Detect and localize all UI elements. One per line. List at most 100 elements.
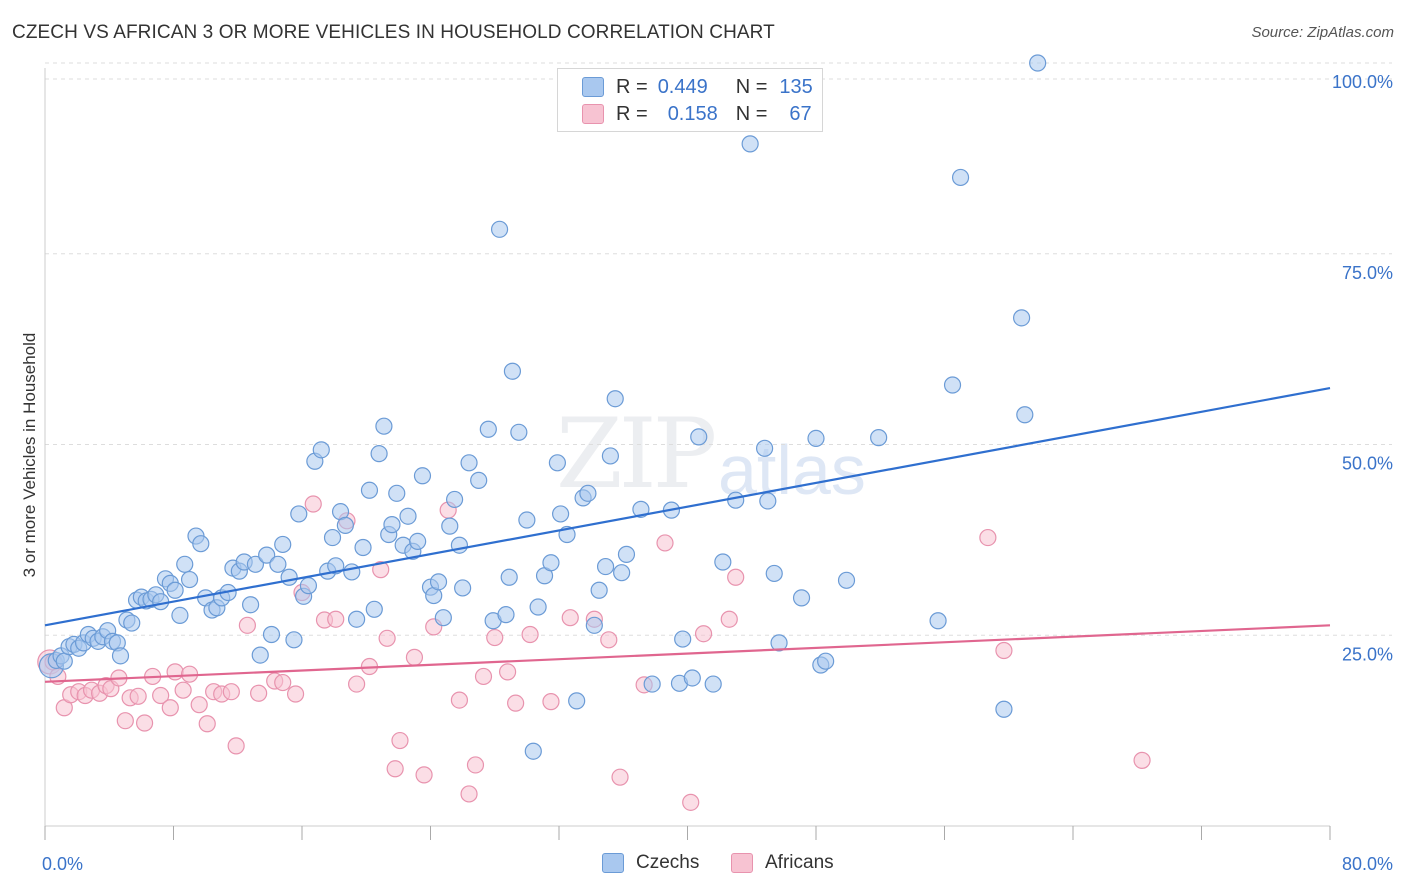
africans-point <box>391 731 409 750</box>
czechs-point <box>765 564 783 583</box>
czechs-point <box>152 593 170 611</box>
czechs-point <box>348 610 366 628</box>
africans-point <box>694 625 713 643</box>
czechs-point <box>590 581 608 599</box>
africans-point <box>198 715 216 733</box>
czechs-point <box>388 484 406 502</box>
czechs-point <box>837 571 856 589</box>
axes <box>44 68 1331 840</box>
czechs-point <box>365 600 383 618</box>
czechs-point <box>479 420 497 438</box>
africans-point <box>166 663 184 681</box>
africans-point <box>286 685 305 703</box>
africans-point <box>656 534 674 552</box>
czechs-point <box>251 646 269 664</box>
czechs-point <box>262 625 281 644</box>
africans-point <box>995 641 1013 660</box>
czechs-point <box>870 429 888 447</box>
czechs-point <box>171 606 189 625</box>
africans-point <box>304 495 322 513</box>
africans-point <box>542 693 560 711</box>
africans-n-label: N = <box>735 102 768 125</box>
africans-point <box>227 737 245 755</box>
grid-lines <box>45 62 1392 636</box>
czechs-point <box>792 589 811 607</box>
czechs-point <box>741 135 759 153</box>
africans-trendline <box>44 624 1331 683</box>
czechs-point <box>759 492 777 510</box>
czechs-point <box>111 647 130 665</box>
africans-point <box>720 610 738 628</box>
legend-item-czechs: Czechs <box>602 852 699 874</box>
czechs-point <box>285 631 303 649</box>
czechs-point <box>454 579 472 597</box>
czechs-point <box>704 675 722 693</box>
czechs-point <box>274 535 292 554</box>
x-tick-label: 0.0% <box>42 854 83 874</box>
czechs-point <box>552 505 570 523</box>
czechs-point <box>299 577 318 595</box>
czechs-point <box>176 555 194 573</box>
czechs-legend-label: Czechs <box>636 852 700 873</box>
africans-point <box>466 756 485 774</box>
czechs-point <box>246 555 265 573</box>
czechs-point <box>548 454 566 472</box>
legend-row-czechs: R = 0.449 N = 135 <box>582 75 813 99</box>
czechs-point <box>470 471 488 489</box>
czechs-point <box>1016 406 1034 424</box>
czechs-point <box>343 563 361 581</box>
czechs-point <box>770 634 788 652</box>
czechs-point <box>258 546 276 564</box>
czechs-point <box>490 220 509 238</box>
series-legend: Czechs Africans <box>0 852 1406 876</box>
czechs-r-value: 0.449 <box>657 75 708 98</box>
africans-r-value: 0.158 <box>667 102 718 125</box>
x-tick-labels: 0.0% 80.0% <box>42 854 1393 874</box>
africans-swatch <box>582 104 604 124</box>
czechs-point <box>632 500 650 518</box>
czechs-point <box>951 168 970 187</box>
czechs-point <box>360 481 379 499</box>
czechs-point <box>323 528 342 547</box>
czechs-point <box>674 630 692 648</box>
czechs-point <box>429 573 448 591</box>
czechs-point <box>683 669 701 687</box>
africans-point <box>611 768 629 786</box>
africans-legend-label: Africans <box>765 852 834 873</box>
legend-row-africans: R = 0.158 N = 67 <box>582 102 812 126</box>
africans-point <box>682 793 700 811</box>
africans-r-label: R = <box>616 102 648 125</box>
czechs-point <box>542 554 560 572</box>
africans-point <box>561 609 579 627</box>
africans-point <box>129 687 147 705</box>
czechs-point <box>399 507 417 525</box>
czechs-point <box>518 511 536 529</box>
africans-point <box>460 785 478 803</box>
africans-point <box>386 760 404 778</box>
czechs-point <box>280 568 298 586</box>
czechs-point <box>613 564 631 582</box>
czechs-point <box>817 652 835 670</box>
source-label: Source: ZipAtlas.com <box>1251 24 1394 41</box>
y-tick-label: 75.0% <box>1342 263 1393 283</box>
czechs-point <box>409 532 427 551</box>
czechs-n-label: N = <box>735 75 768 98</box>
czechs-point <box>690 428 708 446</box>
legend-item-africans: Africans <box>731 852 834 874</box>
africans-point <box>222 683 240 701</box>
africans-point <box>486 628 504 647</box>
czechs-point <box>497 606 515 624</box>
czechs-point <box>370 445 388 463</box>
czechs-point <box>445 490 464 509</box>
series-africans <box>37 495 1151 811</box>
czechs-point <box>312 441 330 459</box>
czechs-n-value: 135 <box>779 75 813 98</box>
x-tick-label: 80.0% <box>1342 854 1393 874</box>
czechs-point <box>1012 309 1031 327</box>
czechs-point <box>606 390 624 408</box>
czechs-point <box>1029 54 1047 72</box>
czechs-point <box>727 491 745 509</box>
czechs-point <box>601 447 620 465</box>
africans-point <box>327 610 345 628</box>
y-tick-labels: 25.0% 50.0% 75.0% 100.0% <box>1332 72 1393 664</box>
